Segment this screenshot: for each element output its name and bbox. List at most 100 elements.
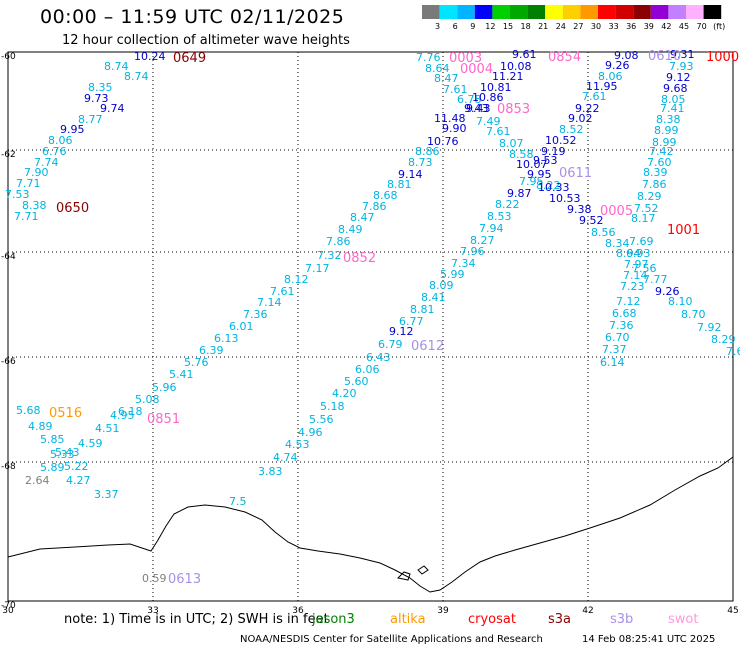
wave-height-label: 8.05: [661, 93, 686, 106]
wave-height-label: 5.43: [55, 446, 80, 459]
legend-swatch: [510, 5, 528, 19]
satellite-altika: altika: [390, 612, 426, 627]
legend-swatch: [474, 5, 493, 19]
lon-tick-label: 39: [437, 606, 449, 616]
legend-label: 18: [521, 22, 531, 31]
legend-label: 30: [591, 22, 601, 31]
satellite-s3a: s3a: [548, 612, 572, 627]
lat-tick-label: -70: [1, 601, 16, 611]
wave-height-label: 6.39: [199, 344, 224, 357]
island: [396, 571, 411, 581]
wave-height-label: 8.22: [536, 179, 561, 192]
track-id-label: 0004: [460, 62, 493, 77]
wave-height-label: 5.08: [135, 393, 160, 406]
legend-label: 12: [485, 22, 495, 31]
legend-swatch: [668, 5, 686, 19]
wave-height-label: 7.36: [243, 308, 268, 321]
wave-height-label: 7.71: [14, 210, 39, 223]
wave-height-label: 8.06: [598, 70, 623, 83]
footer-note: note: 1) Time is in UTC; 2) SWH is in fe…: [64, 612, 329, 627]
island: [417, 565, 429, 575]
legend-label: 9: [470, 22, 475, 31]
wave-height-label: 7.53: [5, 188, 30, 201]
legend-label: 42: [661, 22, 671, 31]
legend-unit: (ft): [713, 22, 725, 31]
satellite-swot: swot: [668, 612, 699, 627]
lon-tick-label: 45: [727, 606, 738, 616]
wave-height-label: 8.49: [338, 223, 363, 236]
track-id-label: 0649: [173, 51, 206, 66]
wave-height-label: 8.53: [487, 210, 512, 223]
wave-height-label: 9.38: [567, 203, 592, 216]
wave-height-label: 5.22: [64, 460, 89, 473]
legend-swatch: [439, 5, 458, 19]
legend-swatch: [457, 5, 475, 19]
wave-height-label: 7.86: [326, 235, 351, 248]
wave-height-label: 4.95: [110, 409, 135, 422]
wave-height-label: 9.87: [507, 187, 532, 200]
satellite-jason3: jason3: [312, 612, 355, 627]
wave-height-label: 4.51: [95, 422, 120, 435]
lon-tick-label: 42: [582, 606, 593, 616]
wave-height-label: 9.02: [568, 112, 593, 125]
wave-height-label: 8.38: [656, 113, 681, 126]
wave-height-label: 3.37: [94, 488, 119, 501]
wave-height-label: 7.5: [229, 495, 247, 508]
wave-height-label: 8.06: [48, 134, 73, 147]
wave-height-label: 7.60: [647, 156, 672, 169]
wave-height-label: 8.73: [408, 156, 433, 169]
legend-swatch: [492, 5, 510, 19]
wave-height-label: 7.32: [317, 249, 342, 262]
legend-label: 39: [644, 22, 654, 31]
wave-height-label: 5.33: [50, 448, 75, 461]
wave-height-label: 7.12: [616, 295, 641, 308]
wave-height-label: 8.17: [631, 212, 656, 225]
wave-height-label: 7.17: [305, 262, 330, 275]
wave-height-label: 7.64: [726, 345, 740, 358]
page-subtitle: 12 hour collection of altimeter wave hei…: [62, 33, 350, 48]
wave-height-label: 7.74: [34, 156, 59, 169]
lat-tick-label: -60: [1, 52, 16, 62]
track-id-label: 0611: [559, 166, 592, 181]
wave-height-label: 7.14: [623, 269, 648, 282]
wave-height-label: 8.39: [643, 166, 668, 179]
wave-height-label: 5.99: [440, 268, 465, 281]
wave-height-label: 4.96: [298, 426, 323, 439]
wave-height-label: 9.43: [466, 102, 491, 115]
legend-swatch: [527, 5, 546, 19]
wave-height-label: 8.38: [22, 199, 47, 212]
wave-height-label: 7.14: [257, 296, 282, 309]
legend-label: 24: [556, 22, 566, 31]
wave-height-label: 7.61: [443, 83, 468, 96]
wave-height-label: 9.31: [670, 48, 695, 61]
wave-height-label: 6.06: [355, 363, 380, 376]
wave-height-label: 7.52: [634, 202, 659, 215]
wave-height-label: 5.41: [169, 368, 194, 381]
legend-swatch: [562, 5, 581, 19]
wave-height-label: 9.12: [666, 71, 691, 84]
wave-height-label: 8.12: [284, 273, 309, 286]
wave-height-label: 8.52: [559, 123, 584, 136]
wave-height-label: 9.90: [442, 122, 467, 135]
coastline: [7, 456, 734, 593]
wave-height-label: 6.43: [366, 351, 391, 364]
map-grid: [8, 52, 733, 601]
wave-height-label: 8.09: [429, 279, 454, 292]
track-id-label: 0851: [147, 412, 180, 427]
wave-height-label: 7.34: [451, 257, 476, 270]
legend-swatch: [422, 5, 440, 19]
wave-height-label: 8.81: [387, 178, 412, 191]
legend-label: 45: [679, 22, 689, 31]
track-id-label: 0612: [411, 339, 444, 354]
wave-height-label: 8.56: [591, 226, 616, 239]
wave-height-label: 7.23: [620, 280, 645, 293]
wave-height-label: 8.70: [681, 308, 706, 321]
track-id-label: 0516: [49, 406, 82, 421]
wave-height-label: 10.53: [549, 192, 581, 205]
wave-height-label: 10.76: [427, 135, 459, 148]
wave-height-label: 9.26: [605, 59, 630, 72]
satellite-cryosat: cryosat: [468, 612, 516, 627]
wave-height-label: 6.93: [626, 247, 651, 260]
